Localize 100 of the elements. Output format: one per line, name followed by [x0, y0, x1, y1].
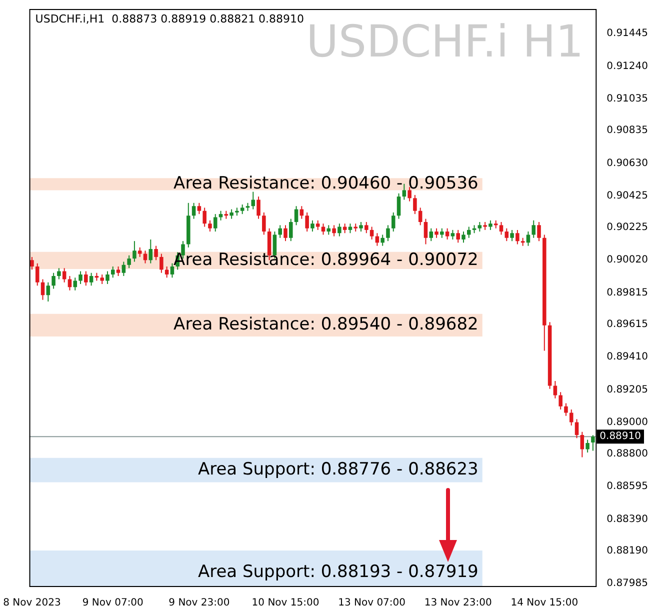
candlestick: [197, 202, 202, 215]
candlestick: [160, 253, 164, 274]
candlestick: [106, 270, 110, 284]
y-tick-label: 0.91240: [606, 60, 648, 72]
candlestick: [332, 224, 336, 237]
candlestick: [68, 276, 72, 291]
candlestick: [35, 262, 40, 286]
candlestick: [111, 266, 115, 278]
candlestick: [413, 194, 417, 215]
annotation: USDCHF.i,H1 0.88873 0.88919 0.88821 0.88910: [35, 12, 304, 26]
y-tick-label: 0.90425: [606, 190, 648, 202]
candlestick: [89, 272, 94, 286]
candlestick: [262, 212, 266, 236]
candlestick: [564, 402, 568, 416]
candlestick: [440, 228, 444, 238]
candlestick: [456, 229, 460, 244]
candlestick: [553, 380, 558, 399]
candlestick: [284, 224, 288, 242]
candlestick: [213, 214, 218, 232]
candlestick: [591, 434, 595, 452]
candlestick: [450, 229, 455, 240]
candlestick: [100, 274, 104, 284]
candlestick: [52, 272, 56, 290]
candlestick: [57, 268, 61, 280]
candlestick: [370, 226, 374, 240]
candlestick: [154, 245, 158, 261]
candlestick: [78, 270, 82, 284]
candlestick: [73, 277, 78, 291]
x-tick-label: 8 Nov 2023: [3, 598, 61, 609]
candlestick: [558, 392, 562, 410]
y-tick-label: 0.89205: [606, 384, 648, 396]
candlestick: [586, 439, 590, 453]
candlestick: [132, 240, 136, 262]
y-tick-label: 0.88190: [606, 546, 648, 557]
y-tick-label: 0.91035: [606, 93, 648, 104]
candlestick: [364, 221, 368, 234]
candlestick: [289, 218, 293, 242]
y-tick-label: 0.90020: [606, 254, 648, 266]
candlestick: [467, 226, 471, 238]
candlestick: [380, 234, 384, 246]
candlestick: [170, 262, 174, 278]
x-tick-label: 9 Nov 23:00: [168, 598, 230, 609]
candlestick: [84, 270, 88, 286]
x-tick-label: 9 Nov 07:00: [82, 598, 144, 609]
candlestick: [402, 183, 406, 200]
y-tick-label: 0.88595: [606, 481, 648, 492]
candlestick: [488, 220, 492, 230]
candlestick: [526, 231, 530, 246]
candlestick: [305, 212, 309, 232]
y-tick-label: 0.90225: [606, 222, 648, 234]
candlestick: [424, 218, 428, 245]
band-label: Area Resistance: 0.90460 - 0.90536: [174, 174, 478, 194]
candlestick: [462, 231, 466, 244]
candlestick: [46, 282, 50, 302]
candlestick: [499, 221, 504, 236]
candlestick: [338, 223, 342, 237]
band-label: Area Support: 0.88193 - 0.87919: [198, 562, 478, 582]
candlestick: [164, 266, 169, 278]
y-tick-label: 0.88800: [606, 448, 648, 460]
x-tick-label: 14 Nov 15:00: [510, 598, 578, 609]
candlestick: [316, 220, 320, 230]
candlestick: [418, 207, 422, 226]
candlestick: [537, 221, 541, 242]
candlestick: [429, 228, 434, 242]
y-tick-label: 0.87985: [606, 578, 648, 590]
y-tick-label: 0.90630: [606, 158, 648, 169]
y-tick-label: 0.89615: [606, 319, 648, 330]
candlestick: [202, 207, 206, 228]
candlestick: [40, 278, 45, 300]
candlestick: [574, 418, 579, 439]
candlestick: [478, 221, 482, 232]
candlestick: [294, 206, 298, 226]
x-tick-label: 13 Nov 23:00: [424, 598, 492, 609]
y-tick-label: 0.91445: [606, 28, 648, 40]
candlestick: [504, 228, 509, 242]
candlestick: [208, 220, 212, 232]
candlestick: [148, 238, 153, 264]
candlestick: [30, 256, 34, 270]
y-tick-label: 0.89815: [606, 287, 648, 298]
candlestick: [127, 254, 131, 269]
x-tick-label: 10 Nov 15:00: [252, 598, 320, 609]
candlestick: [310, 220, 314, 232]
candlestick: [138, 246, 142, 258]
candlestick: [569, 409, 574, 426]
candlestick: [256, 196, 260, 220]
candlestick: [396, 192, 401, 220]
x-tick-label: 13 Nov 07:00: [338, 598, 406, 609]
y-tick-label: 0.90835: [606, 125, 648, 136]
candlestick: [251, 191, 256, 210]
candlestick: [122, 261, 126, 277]
band-label: Area Resistance: 0.89540 - 0.89682: [174, 314, 478, 335]
candlestick: [116, 266, 120, 277]
y-tick-label: 0.89000: [606, 416, 648, 428]
candlestick: [391, 212, 396, 232]
candlestick: [445, 228, 450, 240]
y-tick-label: 0.88390: [606, 514, 648, 525]
candlestick: [240, 204, 244, 215]
candlestick: [230, 208, 234, 220]
candlestick: [516, 229, 520, 245]
candlestick: [510, 229, 514, 242]
